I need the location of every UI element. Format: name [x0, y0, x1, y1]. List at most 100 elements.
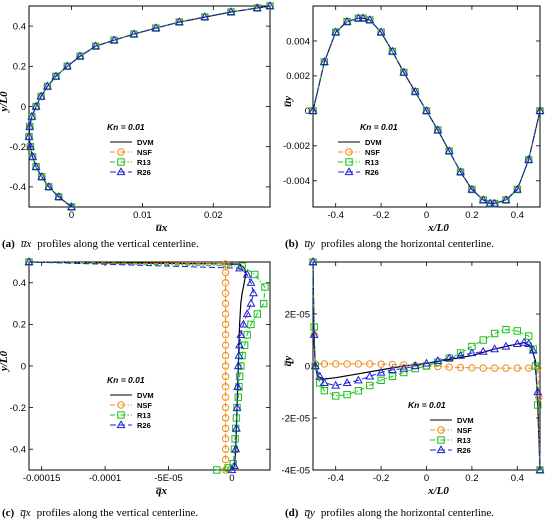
data-point	[501, 341, 511, 350]
data-point	[519, 337, 529, 346]
data-point	[444, 353, 454, 362]
data-point	[221, 393, 230, 401]
caption-label: (a)	[2, 238, 15, 250]
data-point	[354, 387, 363, 395]
data-point	[331, 380, 341, 389]
chart-panel-c: -0.00015 -0.0001 -5E-05 0 0.4 0.2 0 -0.2 -0.4 Kn …	[0, 257, 271, 497]
data-point	[213, 466, 221, 474]
data-point	[353, 375, 363, 384]
caption-label: (d)	[285, 507, 299, 519]
legend-label-r13: R13	[137, 158, 151, 167]
legend-label-r13: R13	[365, 158, 379, 167]
data-point	[238, 351, 246, 360]
data-point	[232, 402, 242, 411]
data-point	[528, 345, 538, 354]
legend-marker-r13	[437, 436, 445, 444]
data-point	[221, 320, 230, 329]
y-tick-label: -4E-05	[281, 465, 310, 476]
data-point	[410, 86, 420, 95]
legend-marker-nsf	[117, 148, 125, 156]
data-point	[44, 182, 54, 190]
data-point	[24, 257, 34, 266]
data-point	[221, 362, 230, 370]
data-point	[315, 371, 325, 380]
caption-symbol: u̅y	[304, 238, 315, 250]
data-point	[309, 329, 319, 338]
x-axis-label: x/L0	[427, 485, 449, 497]
data-point	[400, 368, 408, 377]
caption-symbol: q̅x	[20, 507, 31, 519]
series-markers-r26	[24, 257, 258, 474]
y-tick-label: 0.4	[13, 21, 26, 32]
data-point	[365, 15, 375, 24]
data-point	[524, 339, 534, 347]
data-point	[233, 381, 243, 390]
data-point	[231, 444, 241, 453]
data-point	[319, 57, 329, 66]
data-point	[399, 363, 409, 372]
x-tick-label: -0.4	[328, 210, 344, 221]
data-point	[485, 198, 495, 207]
data-point	[221, 310, 230, 318]
data-point	[233, 361, 243, 370]
data-point	[479, 364, 487, 372]
data-point	[410, 361, 420, 370]
data-point	[468, 364, 476, 372]
data-point	[478, 195, 488, 204]
data-point	[524, 154, 534, 163]
data-point	[512, 184, 522, 193]
data-point	[25, 121, 35, 130]
data-point	[235, 340, 245, 349]
data-point	[221, 299, 230, 308]
legend-label-r26: R26	[137, 421, 151, 430]
legend-marker-nsf	[117, 401, 125, 409]
data-point	[237, 362, 245, 370]
data-point	[358, 13, 368, 22]
legend-marker-r26	[436, 445, 446, 454]
x-axis-label: q̅x	[155, 485, 167, 497]
legend-marker-nsf	[437, 426, 445, 434]
data-point	[28, 151, 37, 160]
x-tick-label: 0	[424, 210, 429, 221]
series-markers-nsf	[25, 2, 274, 211]
legend-label-nsf: NSF	[137, 401, 152, 410]
caption-text: profiles along the horizontal centerline…	[321, 507, 494, 519]
data-point	[231, 423, 241, 432]
y-tick-label: 0.002	[286, 71, 310, 82]
x-axis-label: u̅x	[155, 222, 168, 234]
data-point	[319, 378, 329, 386]
x-tick-label: 0.4	[511, 473, 524, 484]
data-point	[433, 125, 443, 134]
caption-text: profiles along the vertical centerline.	[37, 507, 199, 519]
data-point	[236, 329, 246, 338]
y-axis-label: y/L0	[0, 91, 10, 114]
data-point	[247, 320, 255, 329]
data-point	[221, 414, 230, 422]
data-point	[235, 263, 245, 272]
kn-annotation: Kn = 0.01	[107, 375, 145, 385]
y-tick-label: -0.2	[10, 403, 26, 414]
data-point	[502, 364, 510, 372]
data-point	[512, 339, 522, 347]
data-point	[399, 67, 409, 76]
data-point	[265, 1, 275, 10]
data-point	[221, 455, 230, 464]
caption-b: (b) u̅y profiles along the horizontal cent…	[285, 238, 494, 250]
data-point	[253, 310, 262, 318]
data-point	[342, 16, 352, 25]
legend-marker-nsf	[345, 148, 353, 156]
data-point	[42, 81, 52, 90]
plot-frame	[28, 261, 271, 471]
y-tick-label: 0.4	[13, 278, 26, 289]
y-tick-label: -0.2	[10, 142, 26, 153]
data-point	[377, 376, 385, 385]
data-point	[221, 466, 230, 474]
y-tick-label: 0.2	[13, 62, 26, 73]
data-point	[27, 111, 37, 120]
x-tick-label: -0.4	[328, 473, 344, 484]
y-tick-label: 0	[21, 361, 26, 372]
series-line-r26	[28, 261, 255, 471]
legend-label-r13: R13	[137, 411, 151, 420]
legend-marker-r26	[116, 420, 126, 429]
